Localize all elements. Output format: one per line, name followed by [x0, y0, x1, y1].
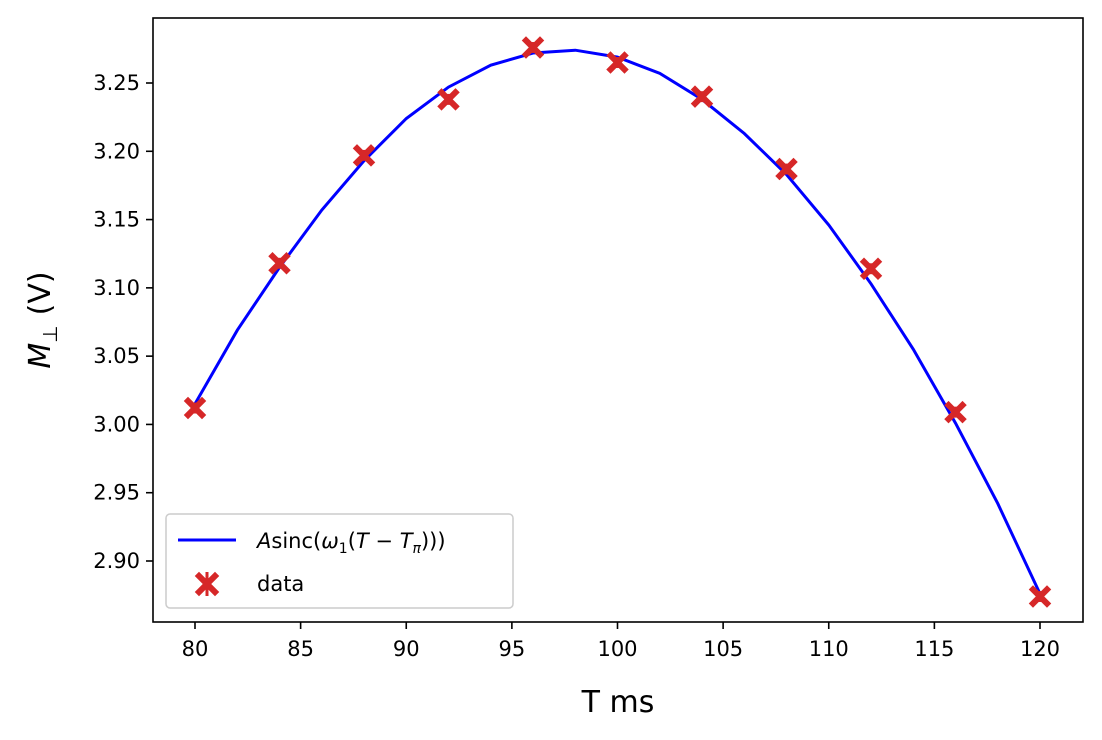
- x-tick-label: 80: [182, 637, 209, 661]
- data-point: [775, 157, 798, 181]
- y-tick-label: 3.25: [93, 71, 140, 95]
- x-marker: [859, 257, 883, 280]
- y-axis-unit: (V): [23, 271, 58, 315]
- y-tick-label: 3.15: [93, 208, 140, 232]
- data-point: [690, 85, 714, 108]
- x-tick-label: 105: [703, 637, 743, 661]
- legend-marker-swatch: [194, 571, 220, 597]
- x-tick-label: 85: [287, 637, 314, 661]
- y-tick-label: 3.20: [93, 139, 140, 163]
- data-point: [944, 400, 967, 424]
- y-axis-symbol: M: [23, 343, 58, 369]
- x-marker: [521, 36, 545, 59]
- x-tick-label: 115: [914, 637, 954, 661]
- x-marker: [437, 88, 460, 111]
- y-tick-label: 2.95: [93, 481, 140, 505]
- data-point: [521, 36, 545, 59]
- x-tick-label: 95: [499, 637, 526, 661]
- legend: Asinc(ω1(T − Tπ))) data: [165, 513, 514, 609]
- x-axis-title: T ms: [581, 685, 655, 720]
- axes: 80 85 90 95 100 105 110 115 120 2.90 2.95 3.00 3.05 3…: [93, 17, 1084, 661]
- data-point: [606, 51, 629, 74]
- data-point: [268, 252, 291, 275]
- x-marker: [1028, 585, 1052, 608]
- y-axis-title: M⊥ (V): [23, 271, 62, 368]
- data-point: [1028, 585, 1052, 608]
- x-marker: [352, 144, 376, 167]
- y-axis-subscript: ⊥: [38, 325, 62, 342]
- y-tick-label: 2.90: [93, 549, 140, 573]
- y-tick-label: 3.05: [93, 344, 140, 368]
- data-point: [183, 396, 207, 420]
- y-tick-label: 3.00: [93, 412, 140, 436]
- plot-area: [183, 36, 1052, 608]
- legend-frame: [165, 513, 514, 609]
- x-marker: [690, 85, 714, 108]
- x-marker: [775, 157, 798, 181]
- x-tick-label: 100: [597, 637, 637, 661]
- legend-label-fit: Asinc(ω1(T − Tπ))): [255, 529, 446, 557]
- x-marker: [183, 396, 207, 420]
- data-point: [859, 257, 883, 280]
- x-tick-label: 120: [1020, 637, 1060, 661]
- x-marker: [606, 51, 629, 74]
- data-point: [352, 144, 376, 167]
- x-marker: [268, 252, 291, 275]
- x-tick-label: 90: [393, 637, 420, 661]
- legend-label-data: data: [257, 572, 304, 596]
- data-point: [437, 88, 460, 111]
- x-marker: [944, 400, 967, 424]
- y-tick-label: 3.10: [93, 276, 140, 300]
- x-tick-label: 110: [809, 637, 849, 661]
